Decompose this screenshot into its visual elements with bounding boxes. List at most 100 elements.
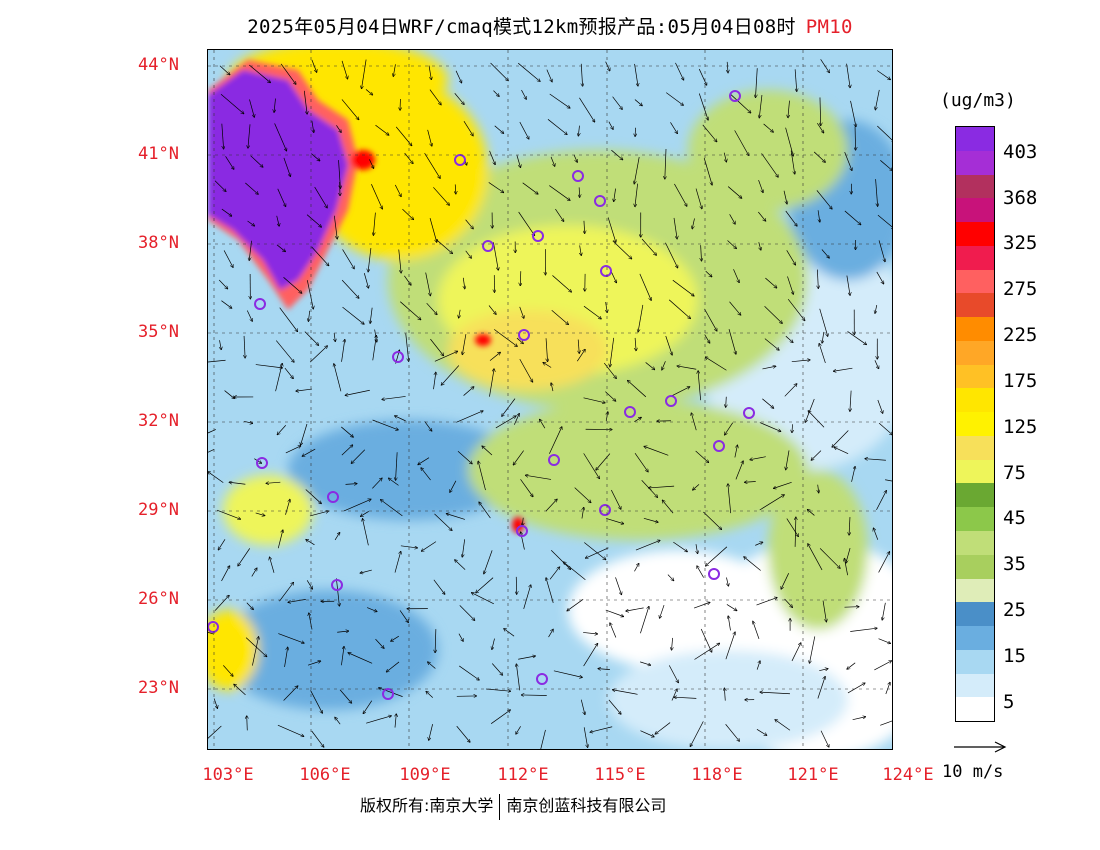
wind-vector bbox=[435, 238, 453, 253]
lon-label-121e: 121°E bbox=[787, 765, 839, 785]
legend-tick-5: 5 bbox=[1003, 691, 1015, 713]
wind-vector bbox=[516, 155, 521, 167]
wind-vector bbox=[540, 729, 546, 749]
station-marker-icon bbox=[600, 265, 612, 277]
wind-vector bbox=[794, 69, 797, 91]
wind-vector bbox=[341, 646, 344, 666]
wind-vector bbox=[615, 577, 622, 594]
wind-vector bbox=[764, 306, 783, 323]
wind-vector bbox=[729, 301, 741, 315]
concentration-field bbox=[208, 50, 892, 749]
wind-vector bbox=[502, 398, 516, 417]
wind-vector bbox=[424, 153, 441, 178]
wind-vector bbox=[341, 60, 348, 79]
legend-swatch bbox=[956, 578, 994, 603]
wind-vector bbox=[441, 365, 460, 385]
wind-vector bbox=[314, 186, 328, 208]
wind-vector bbox=[728, 329, 736, 354]
wind-vector bbox=[875, 89, 880, 110]
wind-vector bbox=[255, 512, 265, 516]
wind-vector bbox=[750, 456, 766, 460]
legend-tick-368: 368 bbox=[1003, 187, 1038, 209]
wind-vector bbox=[275, 363, 283, 392]
wind-vector bbox=[665, 149, 666, 179]
wind-vector bbox=[865, 459, 886, 461]
wind-vector bbox=[784, 384, 797, 397]
wind-vector bbox=[846, 63, 851, 88]
wind-vector bbox=[361, 511, 369, 516]
wind-vector bbox=[787, 276, 793, 294]
wind-vector bbox=[208, 429, 216, 434]
wind-vector bbox=[610, 623, 617, 638]
wind-vector bbox=[610, 337, 615, 367]
wind-vector bbox=[832, 430, 849, 447]
wind-vector bbox=[696, 544, 698, 553]
wind-vector bbox=[280, 63, 296, 84]
wind-vector bbox=[270, 557, 275, 573]
wind-vector bbox=[221, 300, 231, 308]
lon-label-124e: 124°E bbox=[882, 765, 934, 785]
wind-vector bbox=[662, 361, 666, 370]
wind-vector bbox=[360, 569, 372, 573]
wind-vector bbox=[285, 446, 301, 454]
wind-vector bbox=[608, 121, 613, 130]
wind-vector bbox=[735, 461, 743, 480]
legend-tick-125: 125 bbox=[1003, 416, 1038, 438]
wind-vector bbox=[369, 159, 373, 168]
wind-vector bbox=[760, 692, 790, 695]
wind-vector bbox=[310, 690, 323, 713]
legend-swatch bbox=[956, 412, 994, 436]
station-marker-icon bbox=[382, 688, 394, 700]
lat-label-29n: 29°N bbox=[138, 500, 179, 520]
wind-vector bbox=[341, 99, 359, 119]
wind-vector bbox=[426, 302, 437, 314]
wind-vector bbox=[367, 607, 377, 612]
wind-vector bbox=[372, 335, 377, 361]
wind-vector bbox=[635, 183, 638, 207]
wind-vector bbox=[695, 188, 702, 209]
wind-vector bbox=[548, 629, 554, 638]
wind-vector bbox=[301, 423, 308, 445]
wind-vector bbox=[248, 124, 251, 148]
wind-vector bbox=[276, 244, 285, 252]
wind-vector bbox=[846, 275, 850, 296]
wind-vector bbox=[306, 280, 313, 309]
wind-vector bbox=[518, 656, 535, 660]
wind-vector bbox=[520, 271, 521, 285]
wind-vector bbox=[342, 306, 364, 324]
wind-vector bbox=[612, 96, 623, 110]
wind-vector bbox=[244, 420, 253, 423]
lon-label-115e: 115°E bbox=[594, 765, 646, 785]
station-markers bbox=[208, 90, 755, 700]
wind-vector bbox=[877, 70, 890, 79]
wind-vector bbox=[666, 92, 683, 106]
wind-vector bbox=[311, 120, 314, 133]
wind-vector bbox=[725, 632, 735, 660]
wind-vector bbox=[434, 351, 458, 362]
wind-vector bbox=[433, 372, 436, 390]
station-marker-icon bbox=[713, 440, 725, 452]
wind-vector bbox=[450, 480, 457, 492]
wind-vector bbox=[697, 566, 704, 578]
wind-vector bbox=[283, 686, 298, 701]
wind-vector bbox=[759, 94, 763, 118]
wind-vector bbox=[395, 416, 406, 422]
wind-vector bbox=[288, 599, 306, 602]
wind-vector bbox=[489, 369, 494, 397]
wind-vector bbox=[456, 411, 483, 423]
wind-vector bbox=[434, 513, 451, 530]
wind-vector bbox=[614, 188, 616, 202]
legend-swatch bbox=[956, 174, 994, 199]
wind-vector bbox=[552, 275, 571, 292]
wind-vector bbox=[727, 186, 742, 199]
wind-vector bbox=[596, 453, 611, 470]
legend-tick-403: 403 bbox=[1003, 141, 1038, 163]
wind-vector bbox=[491, 663, 502, 676]
wind-vector bbox=[578, 125, 579, 136]
wind-vector bbox=[885, 682, 890, 695]
wind-vector bbox=[634, 452, 648, 472]
wind-vector bbox=[339, 689, 351, 703]
wind-vector bbox=[791, 360, 810, 363]
station-marker-icon bbox=[518, 329, 530, 341]
wind-vector bbox=[372, 478, 382, 489]
